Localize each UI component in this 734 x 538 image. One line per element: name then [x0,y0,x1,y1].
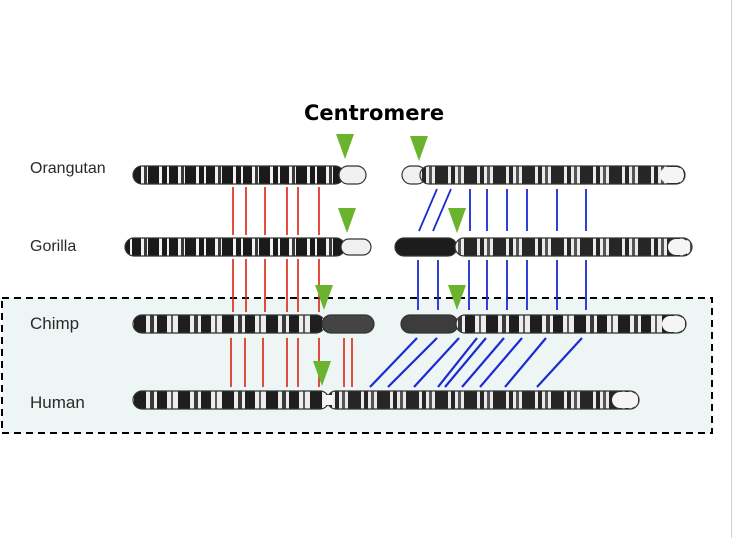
blue-link-ch-2 [387,337,438,388]
centromere-markers [313,134,466,386]
orangutan-left-arm-tip [338,165,367,185]
human-left-arm [132,390,330,410]
centromere-title: Centromere [304,101,445,125]
blue-link-og-1 [418,188,438,232]
orangutan-left-arm [132,165,345,185]
chimp-left-arm [132,314,326,334]
gorilla-chromosome [124,237,693,257]
centromere-marker-gorilla-left [338,208,356,233]
blue-link-ch-1 [369,337,418,388]
human-chromosome [132,390,640,410]
label-orangutan: Orangutan [30,160,106,177]
chimp-right-end [662,316,685,332]
blue-link-ch-9 [536,337,583,388]
chimp-chromosome [132,314,687,334]
blue-link-ch-3 [413,337,460,388]
label-chimp: Chimp [30,314,80,333]
centromere-marker-human [313,361,331,386]
centromere-marker-orangutan-left [336,134,354,159]
label-human: Human [30,393,85,412]
gorilla-right-short-arm [394,237,458,257]
gorilla-left-arm [124,237,346,257]
orangutan-right-arm [419,165,686,185]
chimp-right-short-arm [400,314,459,334]
chimp-left-arm-tip [321,314,375,334]
gorilla-right-end [668,239,690,255]
centromere-marker-orangutan-right [410,136,428,161]
gorilla-right-long-arm [454,237,693,257]
blue-link-og-2 [432,188,452,232]
homology-links [230,187,587,388]
blue-link-ch-7 [479,337,523,388]
blue-link-ch-6 [461,337,505,388]
centromere-marker-chimp-left [315,285,333,310]
gorilla-left-arm-tip [340,238,372,256]
orangutan-chromosome [132,165,686,185]
human-right-end [612,392,638,408]
blue-link-ch-8 [504,337,547,388]
centromere-marker-chimp-right [448,285,466,310]
centromere-marker-gorilla-right [448,208,466,233]
page-edge-rule [731,0,732,538]
blue-link-ch-4 [437,337,478,388]
human-centromere-constriction [323,395,333,405]
blue-link-ch-5 [444,337,487,388]
chimp-right-long-arm [455,314,687,334]
human-right-arm [326,390,640,410]
label-gorilla: Gorilla [30,238,77,255]
orangutan-right-end [660,167,684,183]
